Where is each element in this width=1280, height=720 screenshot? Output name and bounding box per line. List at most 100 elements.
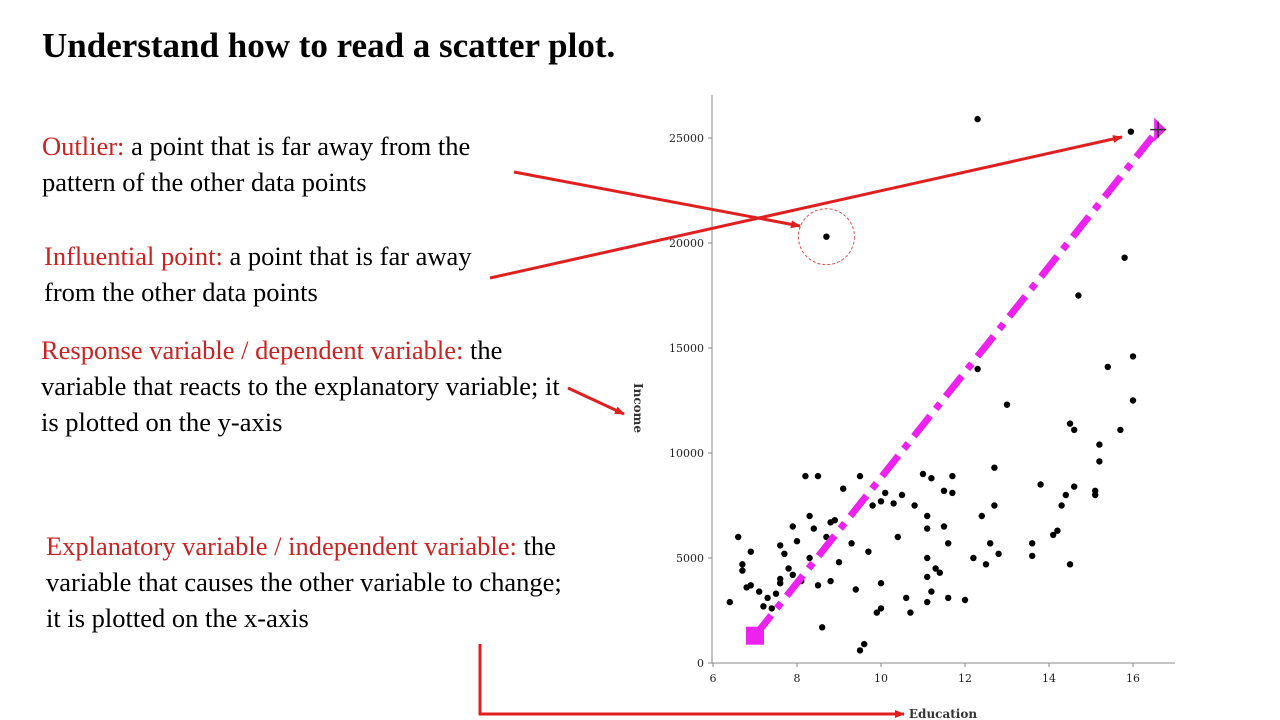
data-point [1071,426,1078,434]
data-point [726,598,733,606]
outlier-circle [797,208,855,266]
data-point [911,502,918,509]
data-point [982,561,990,568]
data-point [877,498,885,505]
x-tick-label: 12 [958,672,972,685]
y-tick-label: 25000 [669,132,704,145]
x-tick-label: 16 [1126,672,1140,685]
data-point [898,491,906,499]
data-point [810,525,817,532]
trend-line-start-handle [746,626,764,645]
data-point [869,502,876,509]
data-point [903,594,910,602]
data-point [940,523,948,530]
data-point [735,533,742,541]
data-point [924,512,931,520]
data-point [852,586,859,593]
data-point [974,115,981,123]
data-point [936,569,943,576]
x-tick-label: 10 [874,672,888,685]
data-point [1121,254,1128,261]
data-point [924,554,931,562]
data-point [856,647,864,654]
data-point [861,640,868,648]
data-point [924,525,931,532]
y-tick-label: 20000 [669,237,704,250]
explanatory-variable-term: Explanatory variable / independent varia… [46,531,517,561]
data-point [760,603,767,610]
data-point [890,500,897,507]
data-point [747,548,754,555]
data-point [1058,502,1065,509]
data-point [932,565,939,572]
y-axis-title: Income [631,383,645,433]
data-point [840,485,847,492]
data-point [777,580,784,587]
data-point [814,472,822,480]
data-point [739,567,746,574]
x-tick-label: 6 [710,672,717,685]
trend-line [752,127,1161,638]
chart-axes [711,95,1175,664]
data-point [978,512,985,520]
influential-point-term: Influential point: [44,241,223,271]
data-point [819,624,826,631]
data-point [1092,491,1099,499]
y-tick-label: 10000 [669,447,704,460]
outlier-arrow [513,170,801,229]
data-point [940,487,948,494]
y-tick-label: 5000 [676,552,704,565]
data-point [1037,481,1044,488]
data-point [974,365,981,373]
y-tick-label: 0 [697,657,704,670]
data-point [1104,363,1112,371]
x-tick-label: 14 [1042,672,1056,685]
data-point [928,588,935,595]
data-point [1117,426,1124,434]
data-point [907,609,914,616]
data-point [785,565,792,572]
outlier-definition: Outlier: a point that is far away from t… [42,128,542,200]
data-point [1029,540,1036,547]
data-point [970,554,977,562]
data-point [877,580,885,587]
influential-point [1127,128,1135,135]
influential-point-arrow [489,135,1123,280]
data-point [1096,458,1103,465]
data-point [848,540,855,547]
data-point [877,605,885,612]
explanatory-variable-arrow [478,644,905,718]
data-point [987,540,994,547]
data-point [882,489,889,497]
data-point [768,605,775,612]
data-point [781,550,788,557]
data-point [865,548,872,555]
data-point [777,542,784,549]
chart-ticks: 6 8 10 12 14 16 0 5000 10000 15000 20000 25000 [669,132,1140,685]
data-point [894,533,901,541]
response-variable-text: the variable that reacts to the explanat… [41,335,560,437]
data-point [806,554,813,562]
data-point [1062,491,1070,499]
data-point [1075,292,1082,299]
data-point [1050,531,1057,539]
influential-point-definition: Influential point: a point that is far a… [44,238,514,310]
data-point [764,594,771,602]
data-point [991,464,998,471]
annotation-arrows [478,135,1123,718]
data-point [789,571,796,578]
response-variable-term: Response variable / dependent variable: [41,335,464,365]
data-point [1029,552,1036,560]
data-point [924,573,931,581]
data-point [831,517,838,524]
data-point [772,590,780,597]
page-title: Understand how to read a scatter plot. [42,26,616,65]
data-point [793,538,801,545]
data-point [856,472,864,480]
data-point [806,512,813,520]
response-variable-definition: Response variable / dependent variable: … [41,332,561,440]
explanatory-variable-definition: Explanatory variable / independent varia… [46,528,566,636]
data-point [995,550,1002,557]
data-point [945,594,952,602]
